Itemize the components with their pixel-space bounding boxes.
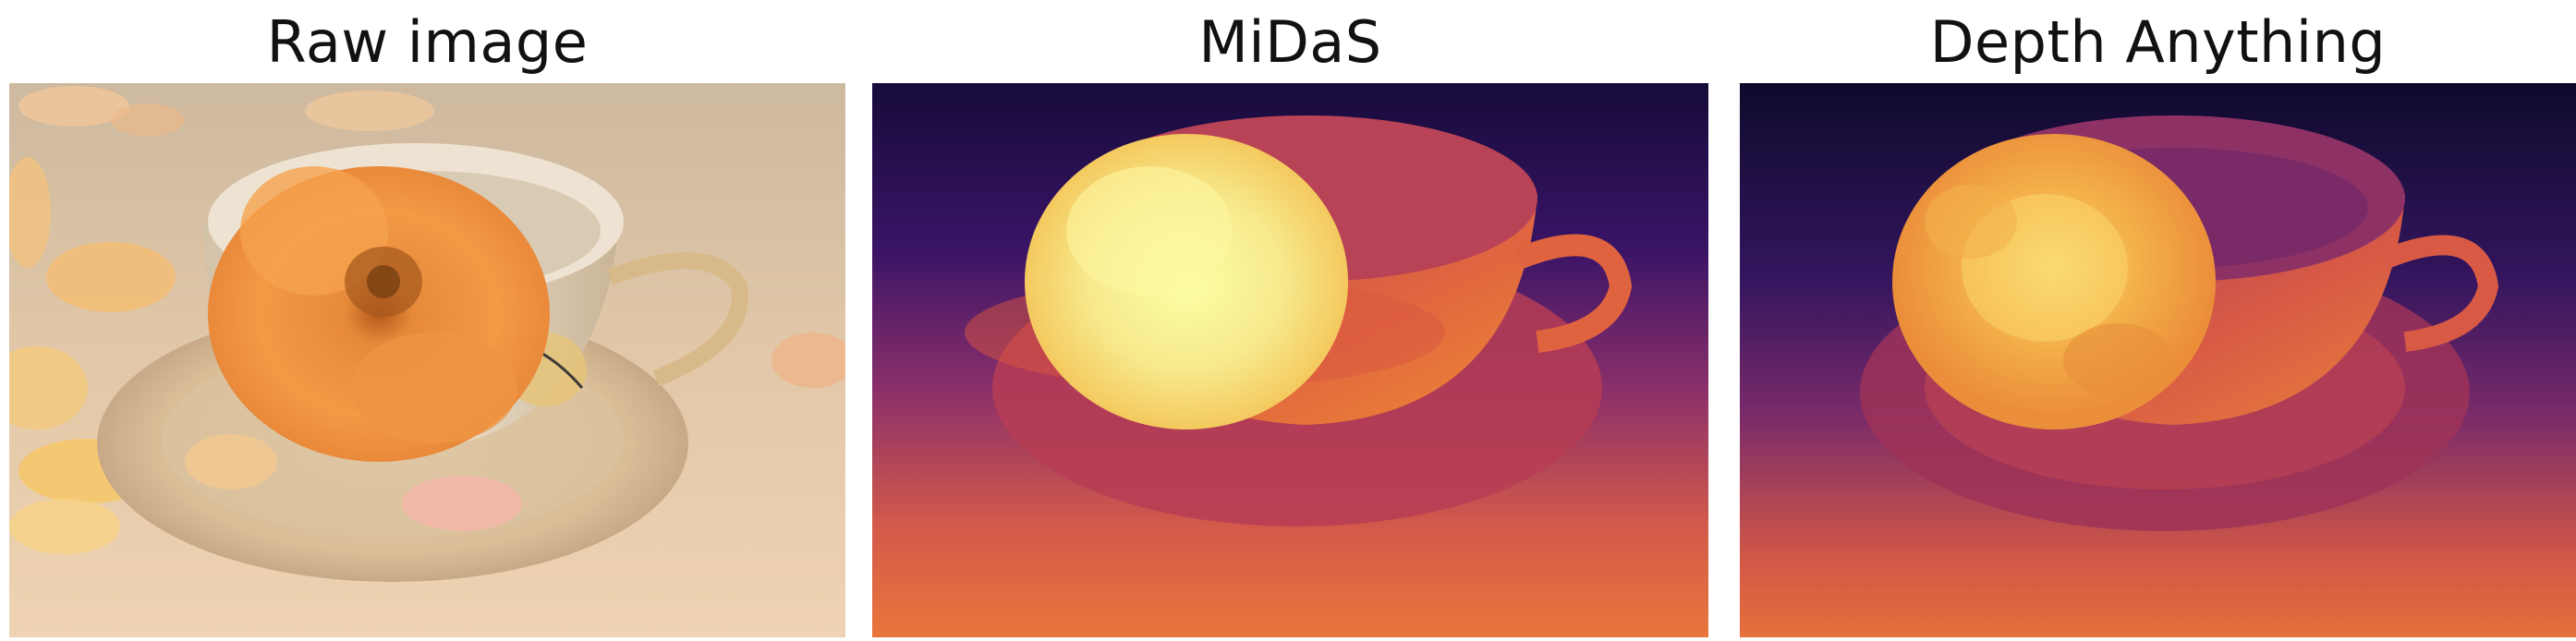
panel-title: Depth Anything	[1929, 7, 2387, 76]
panel-title: Raw image	[266, 7, 589, 76]
panel-title: MiDaS	[1198, 7, 1382, 76]
panel-midas: MiDaS	[872, 0, 1708, 641]
depth-anything-depth-map	[1740, 83, 2576, 637]
panel-raw-image: Raw image	[9, 0, 845, 641]
raw-photo-teacup-with-flower	[9, 83, 845, 637]
panel-depth-anything: Depth Anything	[1740, 0, 2576, 641]
midas-depth-map	[872, 83, 1708, 637]
